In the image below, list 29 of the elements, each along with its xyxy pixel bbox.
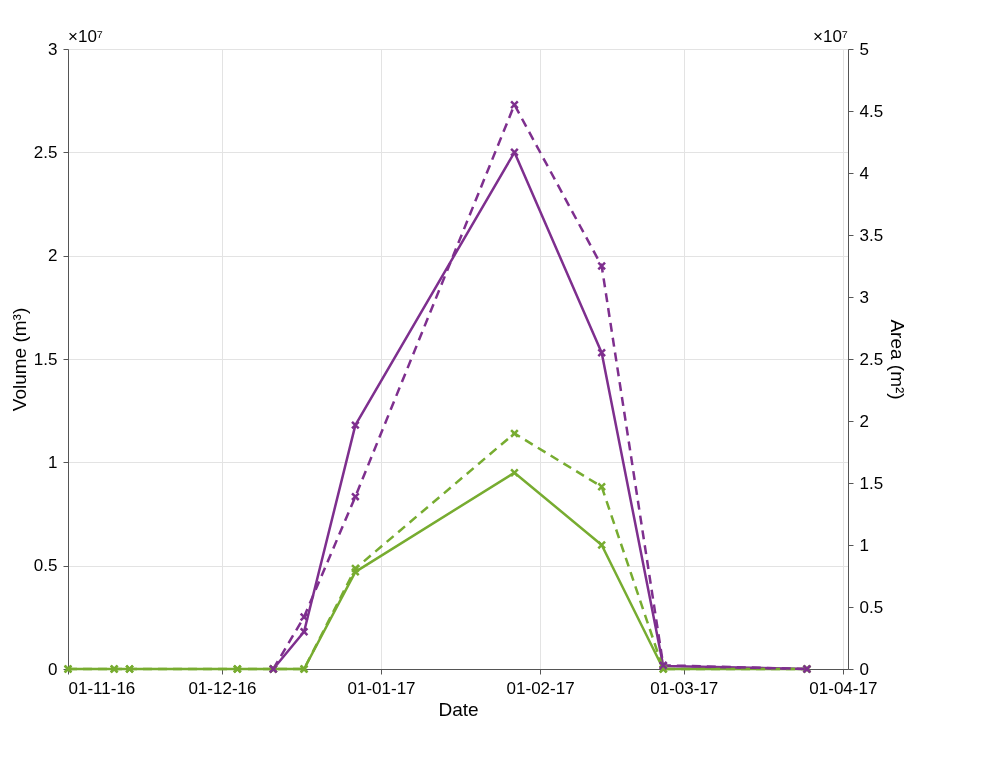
y-tick-label: 2 xyxy=(48,246,58,266)
x-axis-title: Date xyxy=(438,698,479,720)
y2-tick-label: 3.5 xyxy=(859,225,884,245)
y-tick-label: 2.5 xyxy=(33,142,58,162)
y-tick-label: 1 xyxy=(48,452,58,472)
y2-tick-label: 0.5 xyxy=(859,597,884,617)
y2-tick-label: 4.5 xyxy=(859,101,884,121)
y2-tick-label: 1 xyxy=(859,535,869,555)
y-tick-label: 0.5 xyxy=(33,556,58,576)
y2-tick-label: 0 xyxy=(859,659,869,679)
y-axis-title: Volume (m³) xyxy=(8,307,30,412)
text: ×10⁷ xyxy=(68,27,103,46)
y2-tick-label: 2.5 xyxy=(859,349,884,369)
y2-tick-label: 4 xyxy=(859,163,869,183)
text: ×10⁷ xyxy=(813,27,848,46)
x-tick-label: 01-03-17 xyxy=(650,678,719,698)
y2-tick-label: 1.5 xyxy=(859,473,884,493)
y-tick-label: 1.5 xyxy=(33,349,58,369)
y-tick-label: 3 xyxy=(48,39,58,59)
y-tick-label: 0 xyxy=(48,659,58,679)
y2-tick-label: 2 xyxy=(859,411,869,431)
x-tick-label: 01-04-17 xyxy=(809,678,878,698)
x-tick-label: 01-11-16 xyxy=(68,678,136,698)
y2-tick-label: 5 xyxy=(859,39,869,59)
x-tick-label: 01-01-17 xyxy=(347,678,416,698)
y2-axis-title: Area (m²) xyxy=(887,319,909,400)
x-tick-label: 01-12-16 xyxy=(188,678,257,698)
y2-tick-label: 3 xyxy=(859,287,869,307)
x-tick-label: 01-02-17 xyxy=(506,678,575,698)
